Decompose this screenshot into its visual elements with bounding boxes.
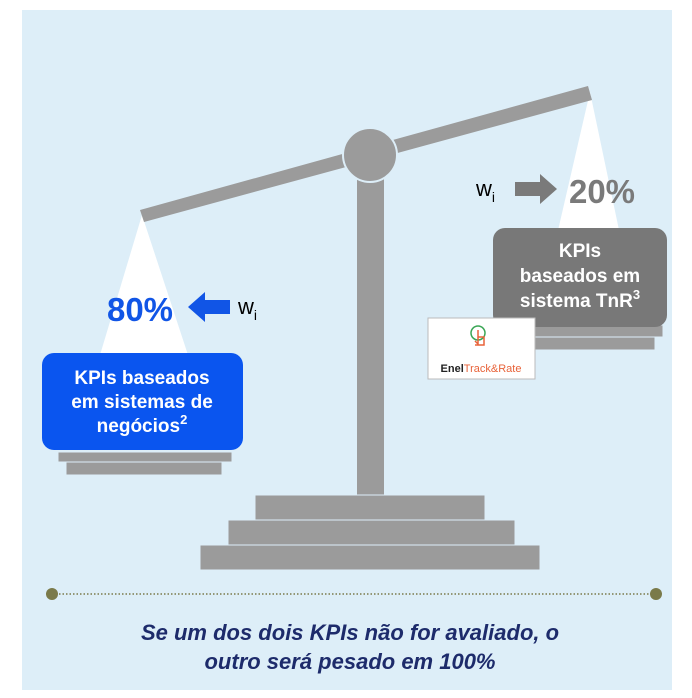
left-plate bbox=[58, 452, 232, 462]
caption-line: outro será pesado em 100% bbox=[204, 649, 495, 674]
base-step bbox=[255, 495, 485, 520]
weight: w bbox=[237, 294, 254, 319]
divider-dot bbox=[650, 588, 662, 600]
page: KPIs baseados em sistemas de negócios2 8… bbox=[0, 0, 692, 698]
label-line: KPIs bbox=[559, 241, 601, 262]
label-line: KPIs baseados bbox=[74, 368, 209, 389]
label-line: negócios2 bbox=[97, 412, 188, 437]
superscript: 3 bbox=[633, 287, 640, 302]
weight: w bbox=[475, 176, 492, 201]
right-percent: 20% bbox=[569, 173, 635, 210]
logo-product: Track&Rate bbox=[464, 363, 522, 375]
pole bbox=[357, 160, 384, 496]
subscript: i bbox=[254, 307, 257, 323]
superscript: 2 bbox=[180, 412, 187, 427]
logo-brand: Enel bbox=[441, 363, 464, 375]
caption-line: Se um dos dois KPIs não for avaliado, o bbox=[141, 620, 559, 645]
label-line: sistema TnR3 bbox=[520, 287, 640, 312]
label-line: baseados em bbox=[520, 266, 640, 287]
base-step bbox=[228, 520, 515, 545]
logo-text: EnelTrack&Rate bbox=[441, 363, 522, 375]
divider-dot bbox=[46, 588, 58, 600]
pivot bbox=[343, 128, 397, 182]
base-step bbox=[200, 545, 540, 570]
label-line: em sistemas de bbox=[71, 392, 213, 413]
label-line: negócios bbox=[97, 416, 180, 437]
left-percent: 80% bbox=[107, 291, 173, 328]
left-plate bbox=[66, 462, 222, 475]
subscript: i bbox=[492, 189, 495, 205]
scale-diagram: KPIs baseados em sistemas de negócios2 8… bbox=[0, 0, 692, 698]
label-line: sistema TnR bbox=[520, 291, 633, 312]
